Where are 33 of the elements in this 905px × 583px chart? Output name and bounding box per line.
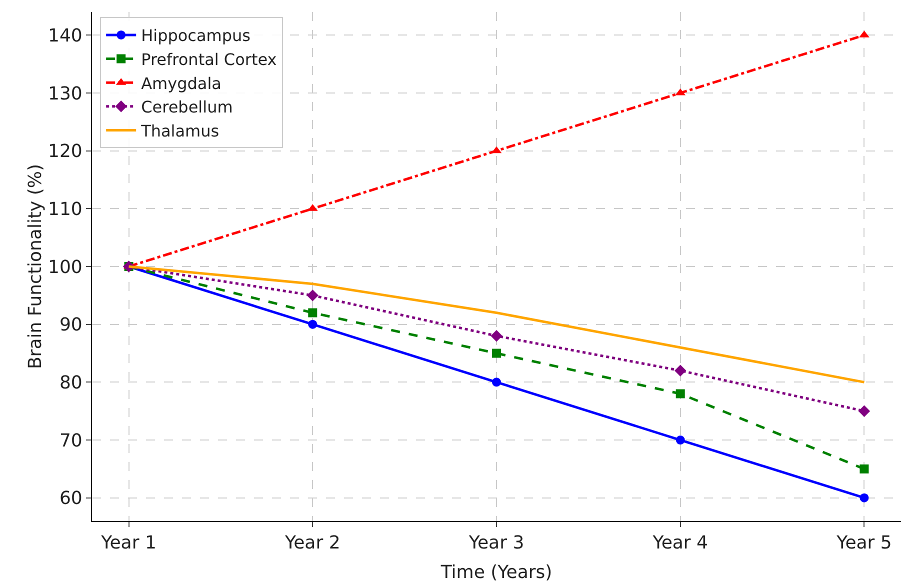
- x-tick-label: Year 2: [284, 532, 340, 554]
- y-tick-label: 100: [48, 256, 82, 278]
- point: [308, 320, 318, 329]
- y-tick-label: 120: [48, 141, 82, 162]
- y-tick-label: 140: [48, 25, 82, 46]
- point: [860, 493, 869, 502]
- point: [860, 464, 869, 474]
- legend-label: Amygdala: [141, 74, 222, 93]
- y-tick-label: 60: [59, 488, 82, 510]
- point: [308, 308, 318, 318]
- legend-label: Thalamus: [140, 121, 220, 140]
- y-tick-label: 80: [59, 372, 82, 394]
- x-tick-label: Year 1: [100, 532, 156, 554]
- y-tick-label: 110: [48, 198, 82, 220]
- x-axis-title: Time (Years): [440, 562, 552, 583]
- point: [858, 405, 870, 417]
- point: [490, 330, 502, 342]
- legend-label: Prefrontal Cortex: [141, 50, 277, 70]
- point: [306, 290, 318, 302]
- point: [676, 389, 685, 398]
- y-axis-title: Brain Functionality (%): [25, 164, 46, 370]
- point: [674, 364, 686, 376]
- x-tick-label: Year 5: [836, 532, 892, 554]
- y-tick-label: 130: [48, 83, 82, 104]
- y-tick-label: 70: [59, 430, 82, 452]
- legend-label: Cerebellum: [141, 98, 233, 117]
- point: [492, 378, 501, 387]
- point: [492, 348, 501, 358]
- y-tick-label: 90: [59, 314, 82, 336]
- point: [676, 436, 685, 445]
- x-tick-label: Year 3: [468, 532, 524, 554]
- x-tick-label: Year 4: [652, 532, 708, 554]
- legend-label: Hippocampus: [141, 26, 250, 46]
